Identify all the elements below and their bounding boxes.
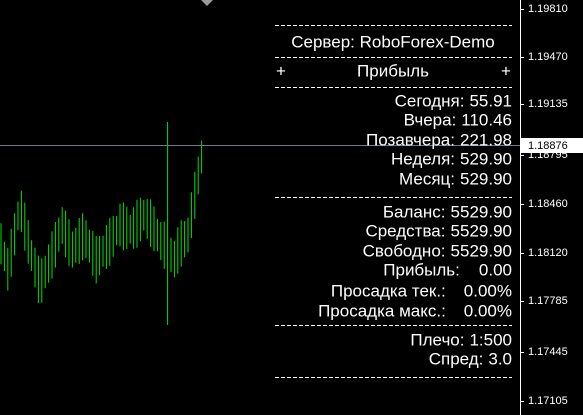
row-label: Месяц: bbox=[399, 169, 455, 188]
row-label: Просадка тек.: bbox=[331, 281, 446, 300]
axis-label: 1.18120 bbox=[528, 247, 568, 259]
row-value: 3.0 bbox=[488, 349, 512, 368]
row-value: 0.00 bbox=[479, 260, 512, 279]
server-label: Сервер: RoboForex-Demo bbox=[291, 32, 495, 51]
axis-label: 1.18460 bbox=[528, 198, 568, 210]
current-price-box bbox=[521, 138, 583, 153]
row-value: 529.90 bbox=[460, 169, 512, 188]
expand-left[interactable]: + bbox=[276, 61, 286, 80]
price-bars bbox=[0, 122, 203, 325]
row-value: 5529.90 bbox=[451, 221, 512, 240]
row-label: Средства: bbox=[365, 221, 445, 240]
row-label: Сегодня: bbox=[395, 91, 465, 110]
row-label: Позавчера: bbox=[366, 130, 455, 149]
axis-label: 1.19470 bbox=[528, 51, 568, 63]
row-label: Спред: bbox=[429, 349, 484, 368]
row-label: Неделя: bbox=[391, 149, 455, 168]
row-label: Баланс: bbox=[383, 202, 446, 221]
row-label: Вчера: bbox=[404, 110, 457, 129]
row-label: Просадка макс.: bbox=[318, 301, 446, 320]
axis-label: 1.17445 bbox=[528, 346, 568, 358]
row-value: 1:500 bbox=[469, 330, 512, 349]
row-value: 110.46 bbox=[461, 110, 512, 129]
axis-label: 1.19810 bbox=[528, 3, 568, 15]
row-value: 5529.90 bbox=[451, 202, 512, 221]
row-value: 221.98 bbox=[460, 130, 512, 149]
expand-right[interactable]: + bbox=[501, 61, 511, 80]
price-axis: 1.198101.194701.191351.187951.184601.181… bbox=[520, 3, 568, 407]
row-label: Прибыль: bbox=[383, 260, 460, 279]
row-label: Плечо: bbox=[410, 330, 464, 349]
current-price-label: 1.18876 bbox=[528, 140, 568, 152]
axis-label: 1.19135 bbox=[528, 98, 568, 110]
row-label: Свободно: bbox=[363, 241, 446, 260]
row-value: 529.90 bbox=[460, 149, 512, 168]
axis-label: 1.17105 bbox=[528, 395, 568, 407]
row-value: 55.91 bbox=[469, 91, 512, 110]
axis-label: 1.17785 bbox=[528, 295, 568, 307]
row-value: 0.00% bbox=[464, 281, 512, 300]
shift-marker bbox=[201, 0, 213, 6]
row-value: 5529.90 bbox=[451, 241, 512, 260]
info-panel: Сервер: RoboForex-Demo + Прибыль + 55.91… bbox=[275, 25, 512, 378]
profit-header: Прибыль bbox=[357, 61, 429, 80]
row-value: 0.00% bbox=[464, 301, 512, 320]
